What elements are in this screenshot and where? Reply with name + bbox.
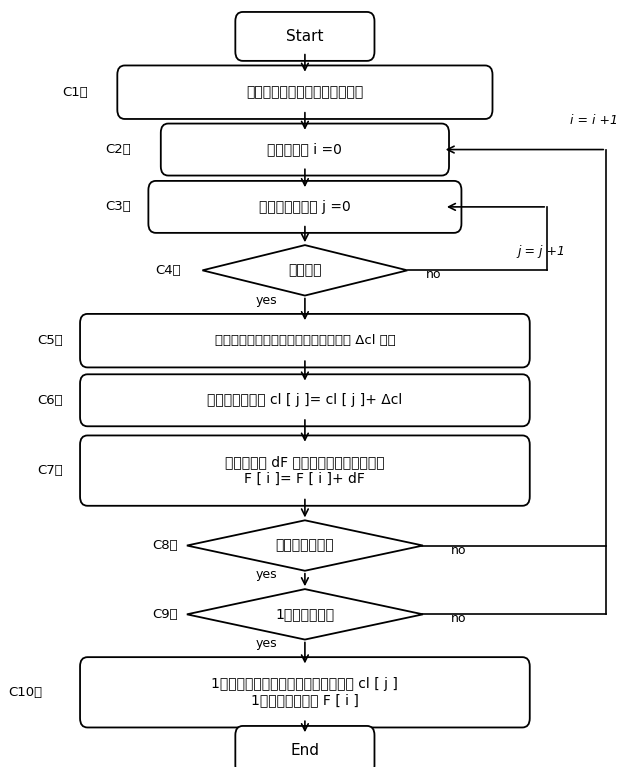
Text: 1回転中の微小切れ刃毎の実切削距離 cl [ j ]
1回転中の切削力 F [ i ]: 1回転中の微小切れ刃毎の実切削距離 cl [ j ] 1回転中の切削力 F [ … [211,677,398,708]
FancyBboxPatch shape [80,436,530,506]
Text: C7～: C7～ [37,464,63,477]
FancyBboxPatch shape [148,181,461,233]
Text: C4～: C4～ [155,264,180,277]
Polygon shape [187,589,423,640]
Text: 実切削距離算出 cl [ j ]= cl [ j ]+ Δcl: 実切削距離算出 cl [ j ]= cl [ j ]+ Δcl [207,393,403,407]
FancyBboxPatch shape [236,12,374,61]
Text: yes: yes [255,568,277,581]
FancyBboxPatch shape [236,726,374,770]
Text: 1回転分終了？: 1回転分終了？ [275,608,335,621]
Text: 微小切削力 dF を計算し，切削力に加算
F [ i ]= F [ i ]+ dF: 微小切削力 dF を計算し，切削力に加算 F [ i ]= F [ i ]+ d… [225,456,385,486]
Text: C8～: C8～ [152,539,177,552]
Text: Start: Start [286,29,324,44]
Text: 微小回転時の送り量を考慮して線分長 Δcl 算出: 微小回転時の送り量を考慮して線分長 Δcl 算出 [214,334,396,347]
Text: yes: yes [255,637,277,650]
Text: no: no [451,544,467,557]
Text: 工具回転角 i =0: 工具回転角 i =0 [268,142,342,156]
Text: C10～: C10～ [8,686,42,699]
Polygon shape [202,245,408,296]
Text: 工具切れ刃を微小切れ刃に分割: 工具切れ刃を微小切れ刃に分割 [246,85,364,99]
Text: End: End [291,743,319,758]
FancyBboxPatch shape [80,314,530,367]
Text: yes: yes [255,294,277,307]
Text: j = j +1: j = j +1 [517,245,565,258]
Text: 切削中？: 切削中？ [288,263,322,277]
Text: C6～: C6～ [37,393,63,407]
Text: C2～: C2～ [105,143,131,156]
Text: C9～: C9～ [152,608,177,621]
FancyBboxPatch shape [80,374,530,427]
Text: 微小切れ刃番号 j =0: 微小切れ刃番号 j =0 [259,200,351,214]
Text: C5～: C5～ [37,334,63,347]
Text: 全微小刃終了？: 全微小刃終了？ [276,538,334,553]
FancyBboxPatch shape [80,657,530,728]
FancyBboxPatch shape [117,65,493,119]
Text: no: no [451,612,467,625]
Text: i = i +1: i = i +1 [570,114,618,127]
Polygon shape [187,521,423,571]
Text: no: no [426,268,442,280]
Text: C1～: C1～ [61,85,88,99]
Text: C3～: C3～ [105,200,131,213]
FancyBboxPatch shape [161,123,449,176]
